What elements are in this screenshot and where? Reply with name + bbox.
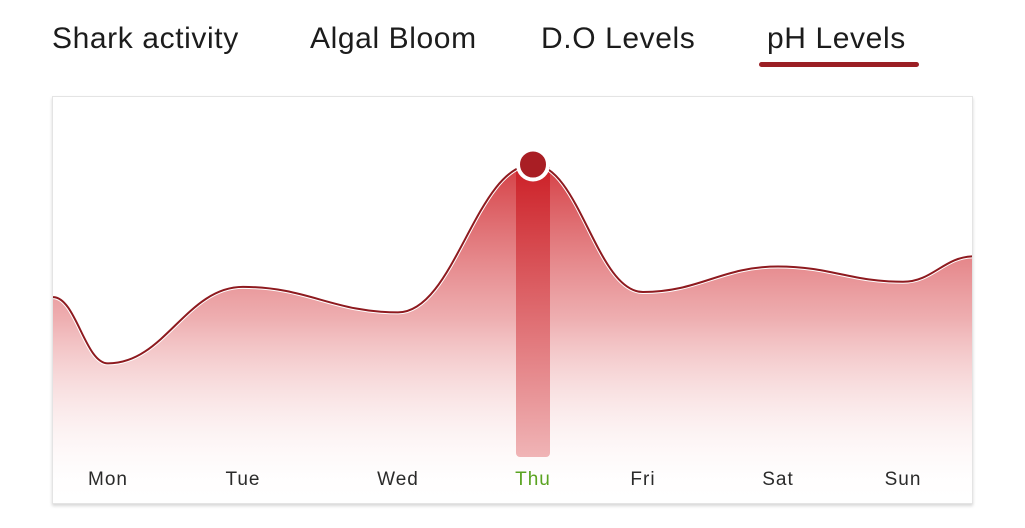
tab-do-levels[interactable]: D.O Levels [541, 22, 696, 55]
chart-card: Mon Tue Wed Thu Fri Sat Sun [52, 96, 973, 504]
ph-levels-chart: Mon Tue Wed Thu Fri Sat Sun [53, 147, 972, 503]
selected-point-marker[interactable] [516, 147, 550, 182]
day-label-sat[interactable]: Sat [762, 469, 794, 490]
selected-day-bar[interactable] [516, 164, 550, 458]
day-label-sun[interactable]: Sun [885, 469, 922, 490]
day-label-mon[interactable]: Mon [88, 469, 128, 490]
tab-algal-bloom[interactable]: Algal Bloom [310, 22, 477, 55]
day-label-thu[interactable]: Thu [515, 469, 551, 490]
tab-bar: Shark activity Algal Bloom D.O Levels pH… [0, 0, 1025, 80]
day-label-fri[interactable]: Fri [630, 469, 655, 490]
active-tab-indicator [759, 62, 919, 67]
tab-shark-activity[interactable]: Shark activity [52, 22, 239, 55]
tab-ph-levels[interactable]: pH Levels [767, 22, 906, 55]
day-label-wed[interactable]: Wed [377, 469, 419, 490]
ph-area-fill [53, 164, 972, 503]
day-label-tue[interactable]: Tue [225, 469, 260, 490]
